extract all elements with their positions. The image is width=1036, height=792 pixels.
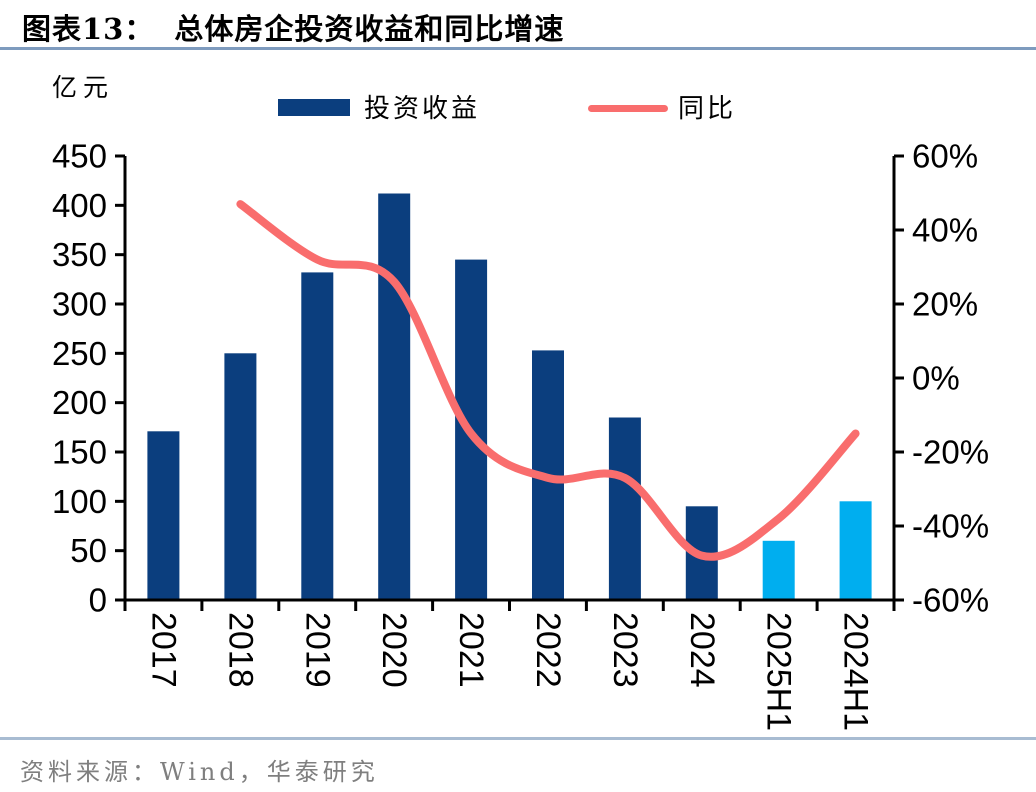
right-axis-tick-label: -20% [912,434,989,471]
x-axis-label-2025H1: 2025H1 [760,612,798,731]
left-axis-tick-label: 350 [52,236,107,273]
x-axis-label-2022: 2022 [529,612,567,688]
right-axis-tick-label: -40% [912,508,989,545]
bar-2019 [301,272,334,600]
bar-2025H1 [762,540,795,600]
combo-chart: 0 50 100 150 200 250 300 350 400 450 -60% -40% -20% 0… [52,138,989,732]
x-axis-label-2024H1: 2024H1 [837,612,875,731]
right-axis-tick-label: 20% [912,286,978,323]
legend-bar-label: 投资收益 [364,94,481,124]
bar-2023 [608,417,641,600]
left-axis-tick-label: 300 [52,286,107,323]
legend-line-swatch [588,105,668,112]
left-axis-tick-label: 400 [52,187,107,224]
yoy-line [236,200,860,561]
left-axis-tick-label: 100 [52,483,107,520]
legend-bar-swatch [278,99,350,116]
source-note: 资料来源：Wind，华泰研究 [20,758,379,786]
right-axis-tick-label: 40% [912,212,978,249]
x-axis-label-2019: 2019 [298,612,336,688]
right-axis-tick-label: 60% [912,138,978,175]
left-axis-unit-label: 亿元 [52,73,115,102]
x-axis-label-2020: 2020 [375,612,413,688]
figure-title-text: 总体房企投资收益和同比增速 [174,12,565,46]
bar-2018 [224,353,257,600]
right-axis-tick-label: 0% [912,360,960,397]
bar-2024H1 [839,501,872,600]
left-axis-tick-label: 50 [70,532,107,569]
legend-line-label: 同比 [678,94,737,124]
x-axis-label-2023: 2023 [606,612,644,688]
title-divider [0,47,1036,50]
x-axis-label-2024: 2024 [683,612,721,688]
left-axis-tick-label: 450 [52,138,107,175]
left-axis-tick-label: 0 [89,582,107,619]
x-axis-label-2021: 2021 [452,612,490,688]
x-axis-label-2018: 2018 [221,612,259,688]
figure-header: 图表13： 总体房企投资收益和同比增速 [22,6,564,48]
bar-2017 [147,431,180,600]
figure-number: 图表13： [22,12,155,46]
left-axis-tick-label: 150 [52,434,107,471]
footer-divider [0,737,1036,740]
x-axis-label-2017: 2017 [144,612,182,688]
right-axis-tick-label: -60% [912,582,989,619]
left-axis-tick-label: 200 [52,384,107,421]
bar-2020 [378,193,411,600]
left-axis-tick-label: 250 [52,335,107,372]
